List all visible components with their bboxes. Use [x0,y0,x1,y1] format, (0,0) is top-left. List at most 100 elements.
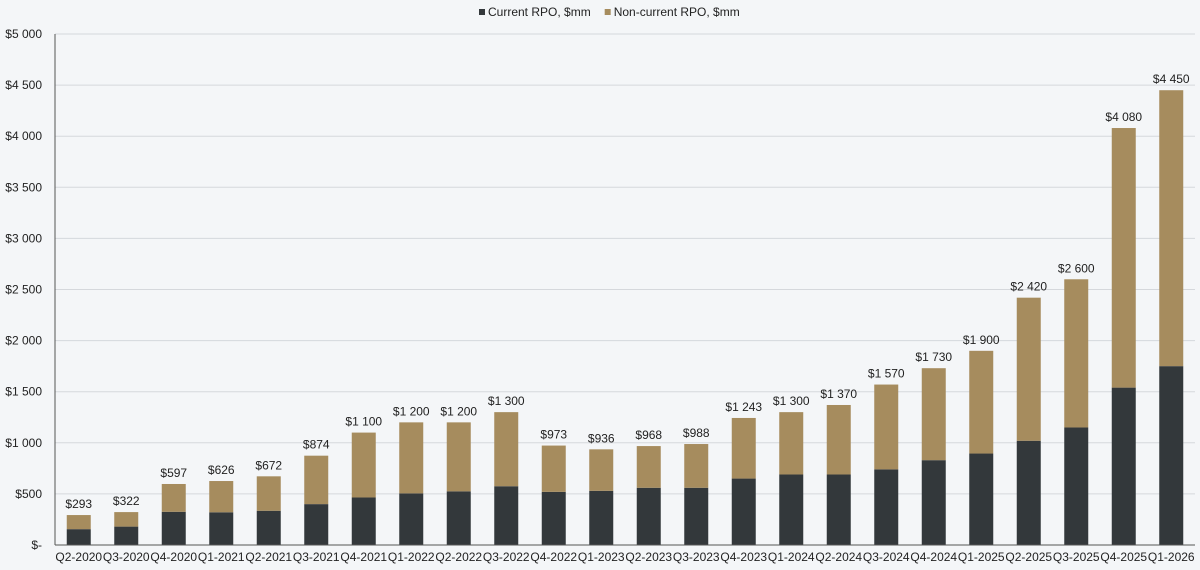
x-tick-label: Q3-2023 [673,550,720,564]
bar-segment-current [1016,440,1041,545]
x-tick-label: Q2-2025 [1005,550,1052,564]
bar-segment-noncurrent [589,449,614,491]
bar-segment-noncurrent [874,384,899,470]
total-data-label: $626 [208,463,235,477]
y-tick-label: $500 [15,487,42,501]
legend-swatch-1 [604,9,611,15]
total-data-label: $1 300 [773,394,810,408]
total-data-label: $672 [255,458,282,472]
total-data-label: $1 900 [963,333,1000,347]
y-axis: $- $500 $1 000 $1 500 $2 000 $2 500 $3 000 $3 5… [5,27,56,552]
bar-segment-noncurrent [684,444,709,488]
bar-segment-current [351,497,376,545]
total-data-label: $1 243 [725,400,762,414]
bar-segment-current [494,486,519,545]
total-data-label: $1 730 [915,350,952,364]
bar-segment-current [1159,366,1184,545]
bar-segment-current [541,491,566,545]
bar-segment-noncurrent [636,446,661,488]
y-tick-label: $2 000 [5,334,42,348]
x-tick-label: Q1-2023 [578,550,625,564]
x-tick-label: Q1-2021 [198,550,245,564]
bar-segment-noncurrent [209,481,234,513]
bar-segment-noncurrent [351,432,376,498]
total-data-label: $322 [113,494,140,508]
total-data-label: $1 570 [868,367,905,381]
bar-segment-current [1111,387,1136,545]
bar-segment-noncurrent [826,404,851,475]
x-tick-label: Q2-2022 [435,550,482,564]
x-tick-label: Q1-2024 [768,550,815,564]
x-tick-label: Q2-2021 [245,550,292,564]
total-data-label: $1 200 [393,404,430,418]
total-data-label: $1 370 [820,387,857,401]
bar-segment-current [256,510,281,545]
y-tick-label: $2 500 [5,283,42,297]
bar-segment-current [161,511,186,545]
bar-segment-noncurrent [921,368,946,461]
x-tick-label: Q4-2020 [150,550,197,564]
bar-segment-noncurrent [161,483,186,512]
total-data-label: $293 [65,497,92,511]
bar-segment-noncurrent [969,350,994,454]
bar-segment-noncurrent [66,515,91,530]
bar-segment-noncurrent [256,476,281,511]
gridlines [55,33,1195,495]
bar-segment-current [731,478,756,545]
total-data-label: $988 [683,426,710,440]
total-data-label: $874 [303,438,330,452]
x-tick-label: Q2-2020 [55,550,102,564]
bar-segment-current [969,453,994,545]
y-tick-label: $4 500 [5,78,42,92]
bar-segment-noncurrent [779,412,804,475]
legend-label-1: Non-current RPO, $mm [614,5,740,19]
bar-segment-current [446,491,471,545]
total-data-label: $968 [635,428,662,442]
y-tick-label: $1 500 [5,385,42,399]
x-tick-label: Q3-2020 [103,550,150,564]
x-tick-label: Q4-2023 [720,550,767,564]
bar-segment-noncurrent [1111,128,1136,388]
x-tick-label: Q3-2022 [483,550,530,564]
x-tick-label: Q2-2023 [625,550,672,564]
y-tick-label: $1 000 [5,436,42,450]
total-data-label: $2 600 [1058,261,1095,275]
y-tick-label: $- [31,538,42,552]
x-tick-label: Q3-2024 [863,550,910,564]
y-tick-label: $3 500 [5,180,42,194]
y-tick-label: $4 000 [5,129,42,143]
x-tick-label: Q1-2022 [388,550,435,564]
bar-segment-noncurrent [114,512,139,527]
bar-segment-current [1064,427,1089,545]
x-tick-label: Q3-2025 [1053,550,1100,564]
total-data-label: $4 080 [1105,110,1142,124]
bar-segment-current [209,512,234,545]
x-tick-label: Q4-2021 [340,550,387,564]
bar-series [66,90,1184,545]
total-labels: $293 $322 $597 $626 $672 $874 $1 100 $1 200 $1 2… [65,72,1190,511]
bar-segment-current [114,526,139,545]
bar-segment-noncurrent [304,455,329,505]
y-tick-label: $5 000 [5,27,42,41]
total-data-label: $1 100 [345,415,382,429]
bar-segment-noncurrent [399,422,424,494]
bar-segment-current [826,474,851,545]
bar-segment-current [636,487,661,545]
x-tick-label: Q4-2024 [910,550,957,564]
bar-segment-current [684,487,709,545]
bar-segment-current [399,493,424,545]
x-tick-label: Q1-2025 [958,550,1005,564]
x-tick-label: Q1-2026 [1148,550,1195,564]
total-data-label: $1 200 [440,404,477,418]
bar-segment-noncurrent [494,412,519,487]
legend-swatch-0 [479,9,485,15]
total-data-label: $597 [160,466,187,480]
bar-segment-noncurrent [1159,90,1184,367]
bar-segment-noncurrent [731,417,756,479]
chart-legend: Current RPO, $mm Non-current RPO, $mm [479,5,740,19]
bar-segment-current [589,490,614,545]
bar-segment-noncurrent [1064,279,1089,428]
bar-segment-current [304,504,329,545]
bar-segment-current [921,460,946,545]
bar-segment-current [66,529,91,545]
